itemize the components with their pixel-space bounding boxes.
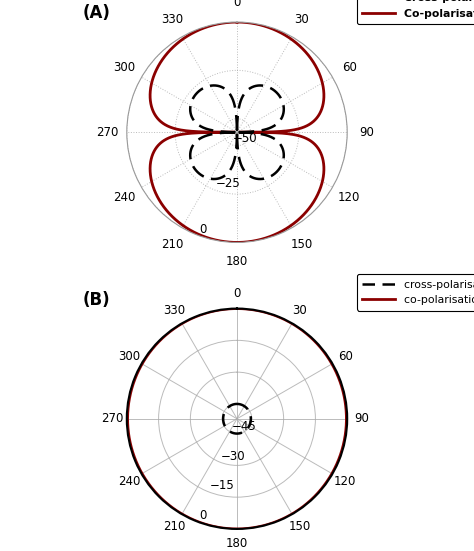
Text: (A): (A)	[83, 4, 110, 23]
Legend: Cross-polarisation E-Field, Co-polarisation E-field: Cross-polarisation E-Field, Co-polarisat…	[357, 0, 474, 24]
Text: (B): (B)	[83, 291, 110, 309]
Legend: cross-polarisation H-field, co-polarisation H-field: cross-polarisation H-field, co-polarisat…	[357, 274, 474, 311]
